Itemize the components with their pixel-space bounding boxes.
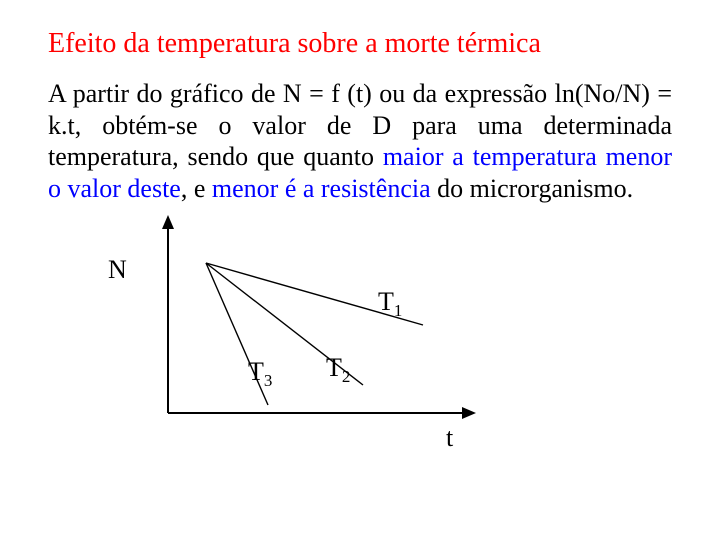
t3-letter: T [248, 357, 264, 386]
t1-letter: T [378, 287, 394, 316]
chart: N t T1 T2 T3 [88, 215, 508, 460]
t2-letter: T [326, 353, 342, 382]
line-label-t1: T1 [378, 287, 402, 321]
x-axis-label: t [446, 423, 453, 453]
line-label-t3: T3 [248, 357, 272, 391]
para-text-3: , e [181, 174, 212, 203]
x-axis-arrow [462, 407, 476, 419]
para-text-4-blue: menor é a resistência [212, 174, 431, 203]
t3-sub: 3 [264, 371, 273, 390]
t2-sub: 2 [342, 367, 351, 386]
y-axis-label: N [108, 255, 127, 285]
para-text-5: do microrganismo. [431, 174, 633, 203]
page-title: Efeito da temperatura sobre a morte térm… [48, 28, 672, 60]
y-axis-arrow [162, 215, 174, 229]
t1-sub: 1 [394, 301, 403, 320]
body-paragraph: A partir do gráfico de N = f (t) ou da e… [48, 78, 672, 205]
line-label-t2: T2 [326, 353, 350, 387]
chart-svg [88, 215, 508, 460]
